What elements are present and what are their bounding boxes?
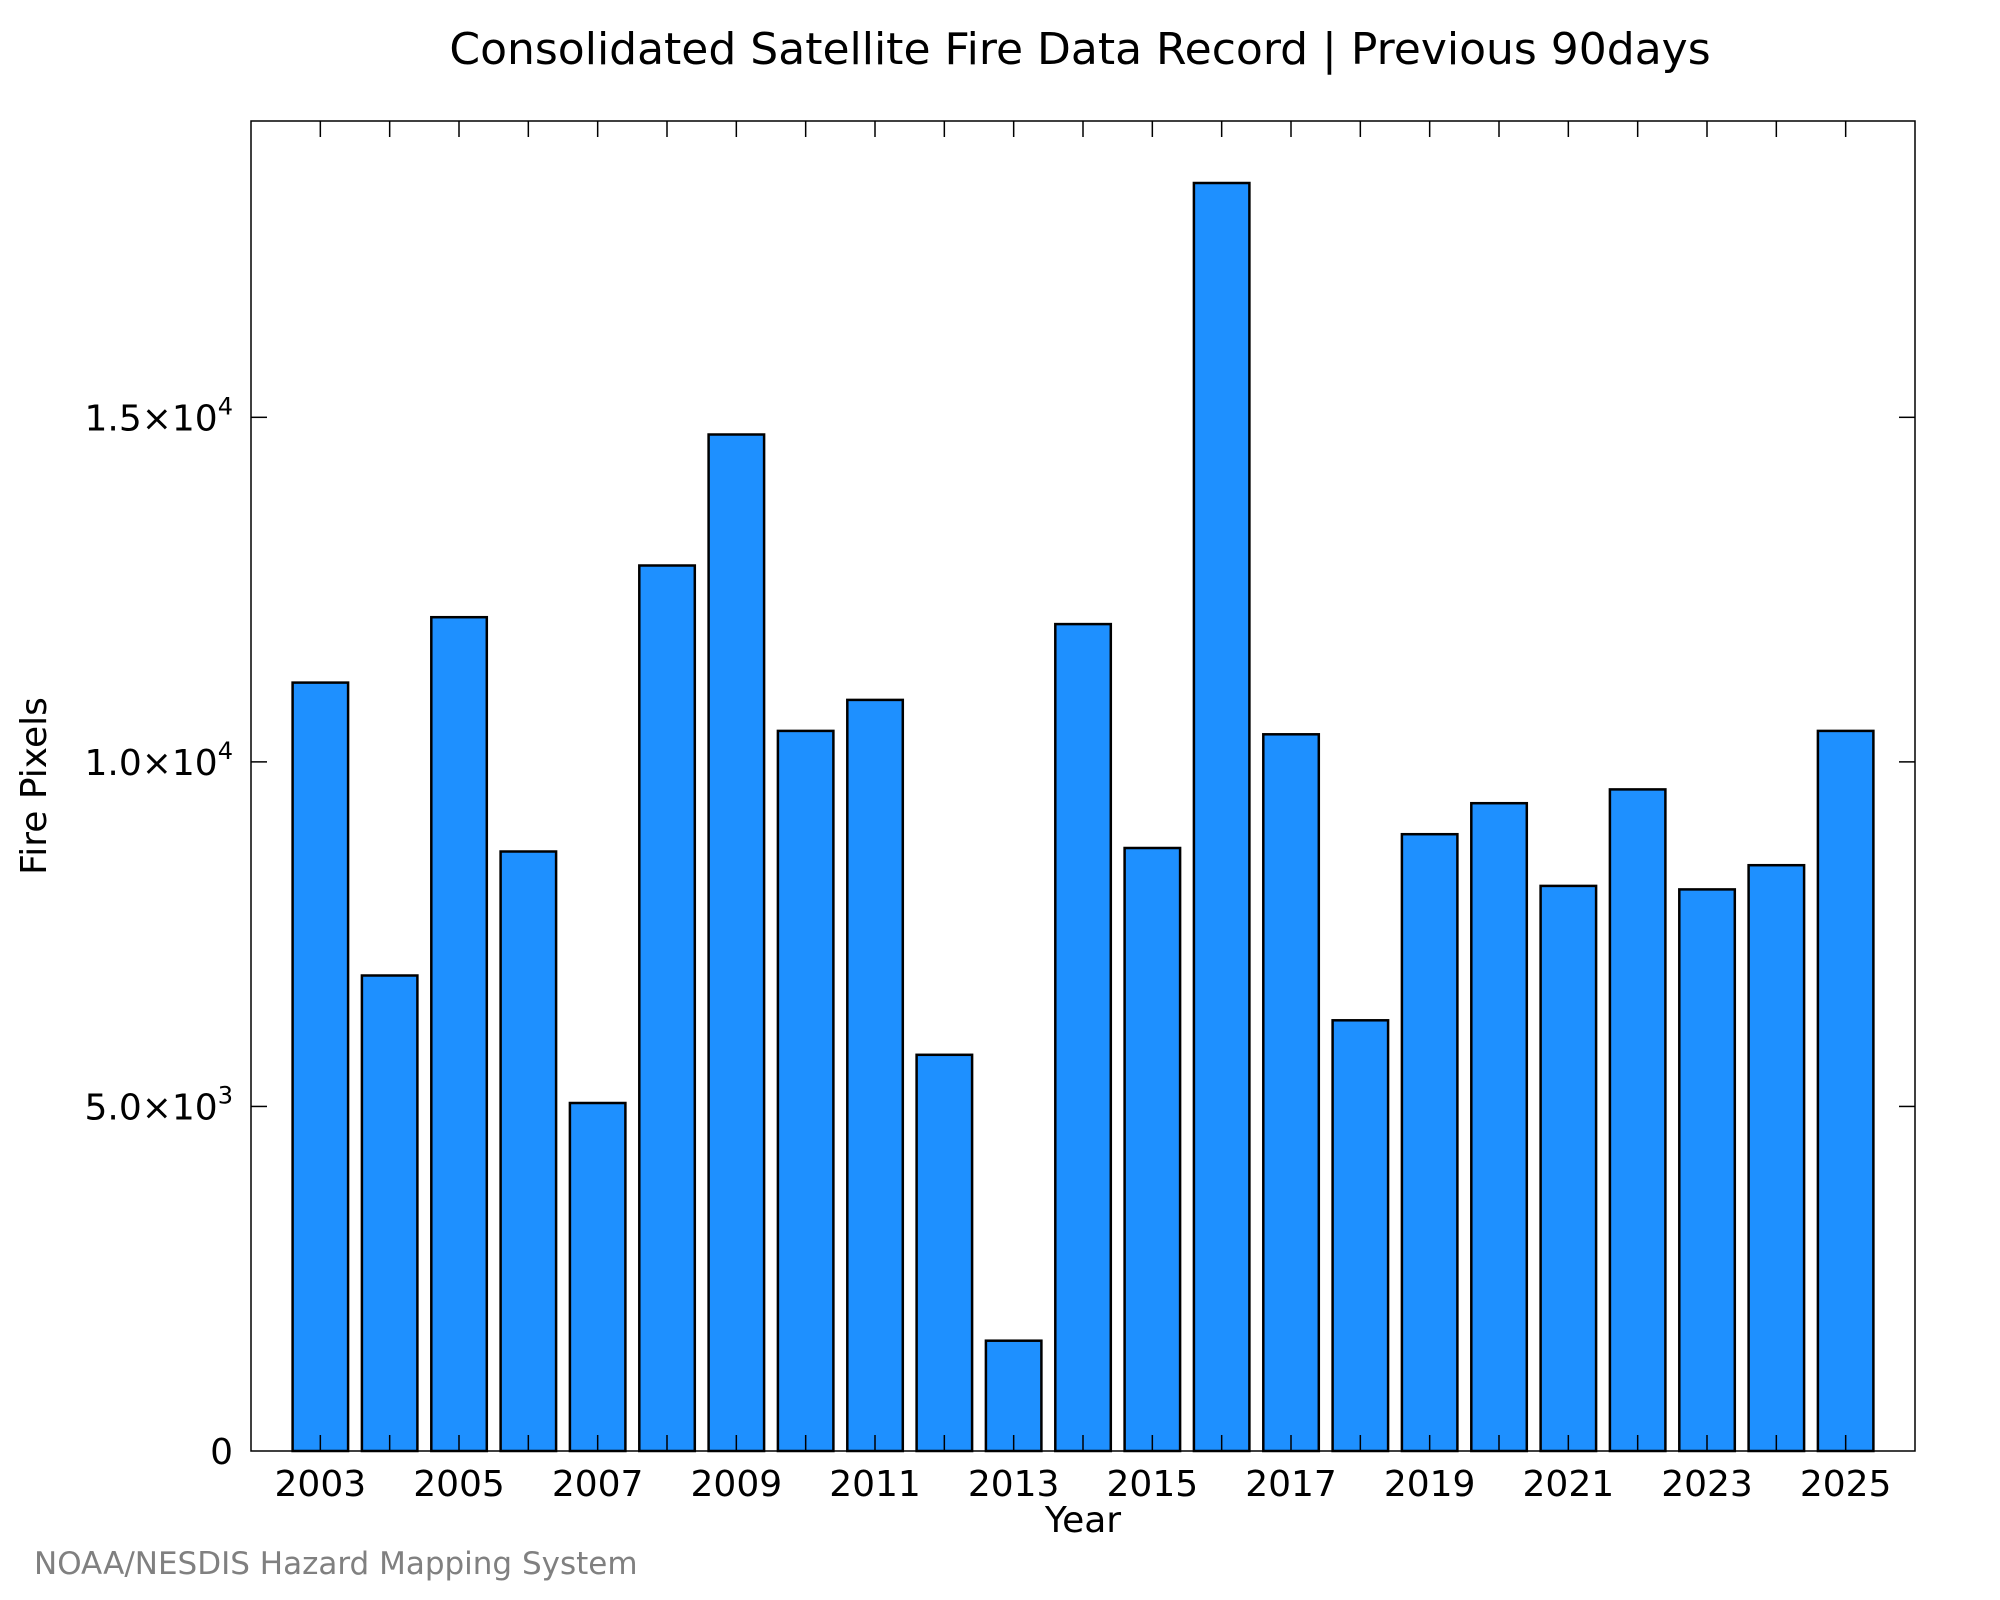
bar-2005 — [430, 615, 489, 1453]
credit-text: NOAA/NESDIS Hazard Mapping System — [34, 1546, 638, 1582]
bar-2022 — [1608, 788, 1667, 1453]
x-tick-label-2019: 2019 — [1384, 1464, 1476, 1505]
x-tick-label-2015: 2015 — [1107, 1464, 1199, 1505]
bar-2018 — [1331, 1019, 1390, 1453]
bar-2009 — [707, 433, 766, 1453]
bar-2017 — [1262, 733, 1321, 1453]
bar-2003 — [291, 681, 350, 1453]
y-axis-ticks: 0 5.0×103 1.0×104 1.5×104 — [84, 392, 1915, 1473]
x-tick-label-2011: 2011 — [829, 1464, 921, 1505]
x-tick-label-2007: 2007 — [552, 1464, 644, 1505]
bar-2011 — [846, 698, 905, 1453]
y-tick-label: 1.0×104 — [84, 737, 233, 784]
bar-2014 — [1054, 622, 1113, 1453]
x-axis-ticks: 2003 2005 2007 2009 2011 2013 2015 2017 2019 2021… — [275, 121, 1892, 1505]
bar-2023 — [1678, 888, 1737, 1453]
x-tick-label-2017: 2017 — [1245, 1464, 1337, 1505]
bar-2013 — [984, 1339, 1043, 1453]
bar-2012 — [915, 1053, 974, 1453]
x-tick-label-2003: 2003 — [275, 1464, 367, 1505]
bar-2021 — [1539, 884, 1598, 1453]
bar-2006 — [499, 850, 558, 1453]
bar-2025 — [1816, 729, 1875, 1453]
x-tick-label-2025: 2025 — [1800, 1464, 1892, 1505]
y-axis-label: Fire Pixels — [14, 697, 55, 875]
bar-2007 — [568, 1101, 627, 1453]
x-tick-label-2021: 2021 — [1523, 1464, 1615, 1505]
x-tick-label-2013: 2013 — [968, 1464, 1060, 1505]
bar-group — [291, 181, 1875, 1453]
bar-2024 — [1747, 863, 1806, 1453]
x-tick-label-2009: 2009 — [691, 1464, 783, 1505]
y-tick-label: 5.0×103 — [84, 1081, 233, 1128]
bar-2004 — [360, 974, 419, 1453]
bar-2020 — [1470, 801, 1529, 1453]
bar-2010 — [776, 729, 835, 1453]
x-tick-label-2005: 2005 — [413, 1464, 505, 1505]
x-tick-label-2023: 2023 — [1661, 1464, 1753, 1505]
bar-2016 — [1192, 181, 1251, 1453]
bar-2015 — [1123, 846, 1182, 1453]
bar-2008 — [638, 564, 697, 1453]
bar-2019 — [1400, 832, 1459, 1453]
chart-title: Consolidated Satellite Fire Data Record … — [449, 24, 1710, 75]
x-axis-label: Year — [1044, 1500, 1121, 1541]
y-tick-label: 1.5×104 — [84, 392, 233, 439]
y-tick-label: 0 — [210, 1432, 233, 1473]
